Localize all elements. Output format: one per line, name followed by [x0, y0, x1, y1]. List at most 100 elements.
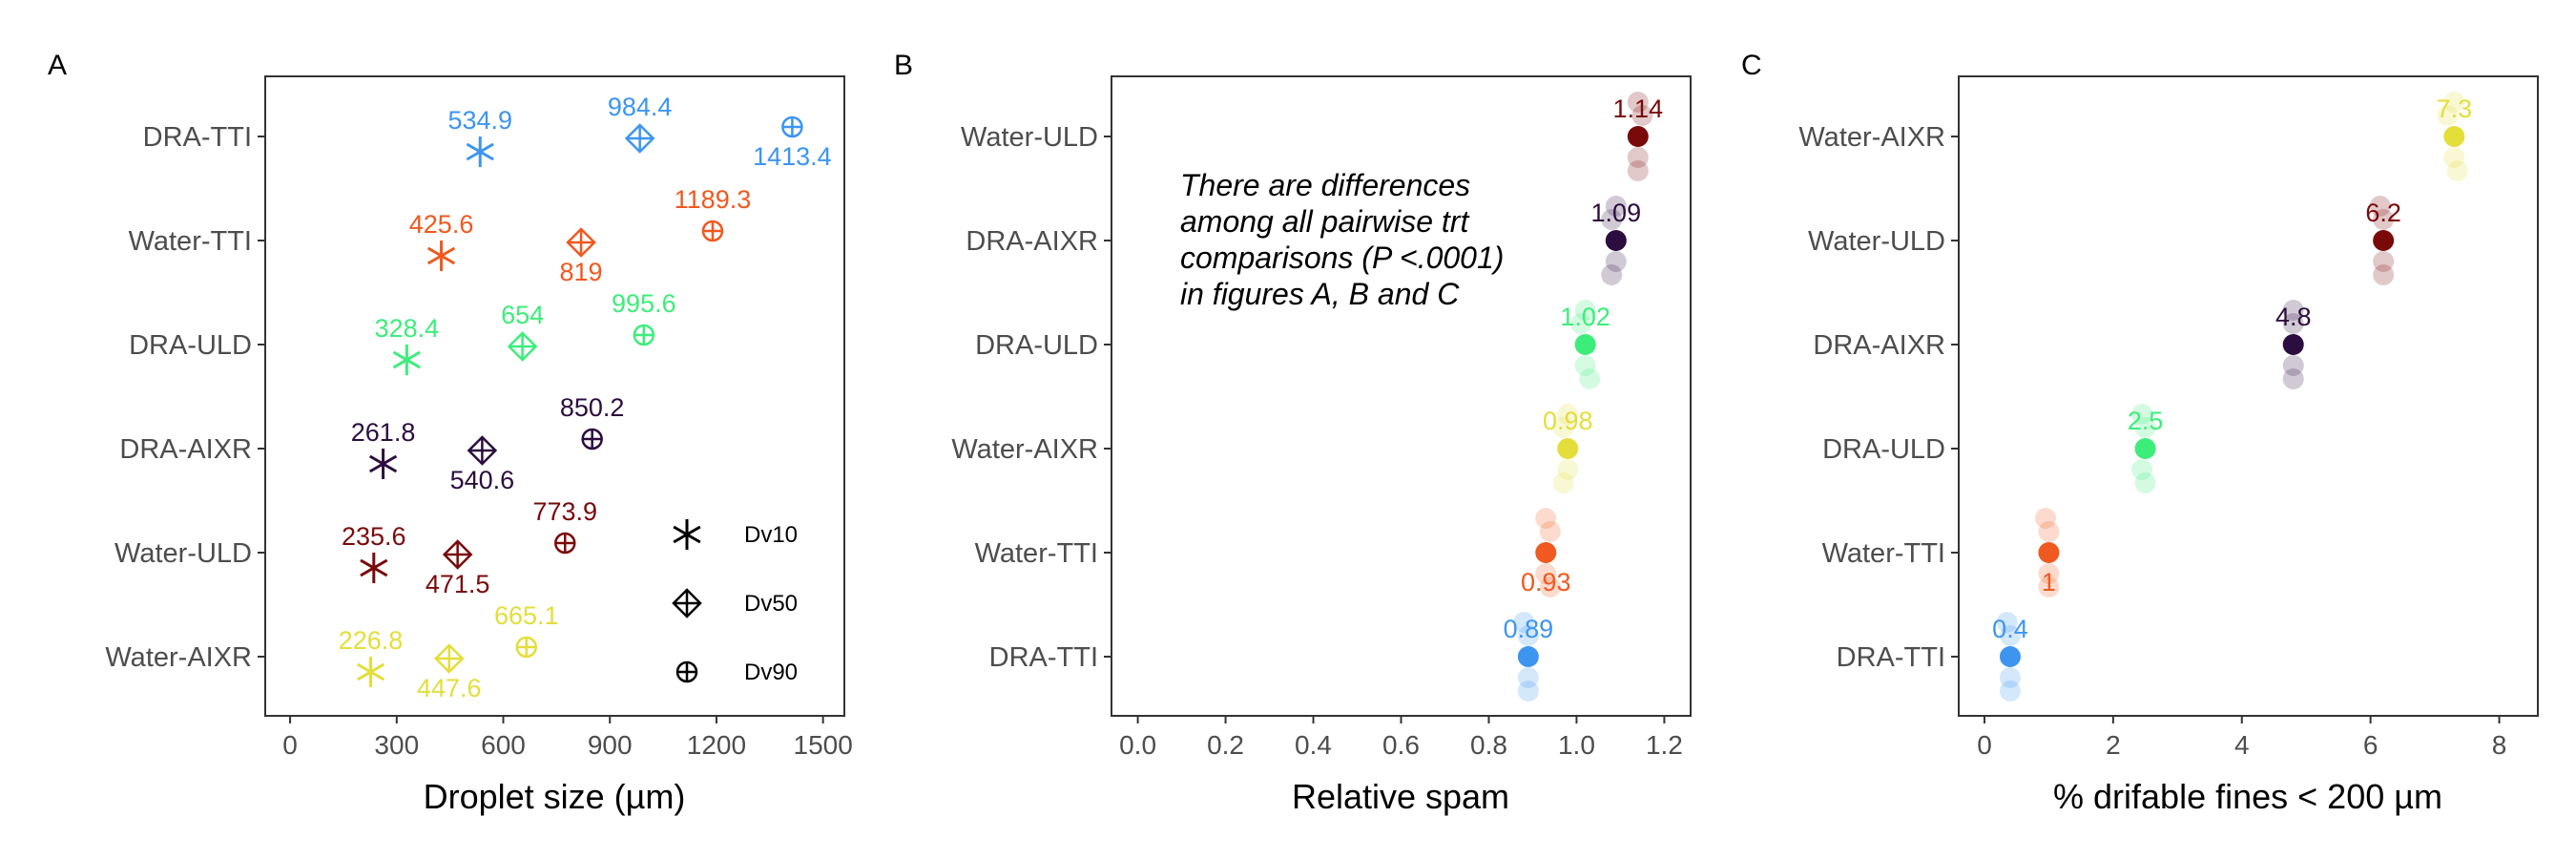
value-label-dra-tti: 0.4 [1992, 615, 2028, 643]
dv10-label-water-uld: 235.6 [342, 522, 406, 551]
x-tick-label: 1200 [687, 730, 746, 760]
x-tick-label: 600 [481, 730, 526, 760]
asterisk-stroke [360, 558, 388, 577]
panel-a-legend: Dv10 Dv50 Dv90 [672, 519, 798, 685]
dv50-label-water-tti: 819 [560, 258, 603, 286]
dv10-label-dra-uld: 328.4 [375, 314, 440, 343]
dv90-point-dra-tti [781, 115, 803, 138]
value-label-dra-aixr: 4.8 [2275, 303, 2312, 331]
x-tick-label: 1.0 [1558, 730, 1595, 760]
replicate-point-dra-uld [2134, 417, 2156, 438]
value-label-dra-tti: 0.89 [1504, 615, 1554, 643]
replicate-point-water-uld [1627, 147, 1649, 168]
panel-c-marks: 7.3 6.2 4.8 2.5 1 0.4 [1992, 92, 2472, 702]
x-tick-label: 2 [2106, 730, 2121, 760]
dv50-point-dra-uld [507, 331, 538, 362]
replicate-point-water-tti [2038, 563, 2060, 584]
panel-b-x-axis: 0.0 0.2 0.4 0.6 0.8 1.0 1.2 [1119, 716, 1683, 760]
significance-note: There are differences among all pairwise… [1180, 168, 1504, 311]
dv10-label-water-tti: 425.6 [409, 210, 474, 239]
y-tick-label-dra-aixr: DRA-AIXR [119, 434, 252, 465]
replicate-point-water-uld [2373, 209, 2395, 230]
mean-point-dra-aixr [1605, 230, 1627, 251]
dv50-point-water-tti [566, 227, 596, 258]
y-tick-label-dra-uld: DRA-ULD [975, 330, 1098, 361]
dv10-point-water-uld [360, 553, 388, 583]
legend-symbol-dv10 [673, 519, 701, 550]
value-label-water-aixr: 0.98 [1543, 407, 1593, 435]
value-label-water-uld: 6.2 [2365, 199, 2401, 227]
dv90-label-water-aixr: 665.1 [494, 601, 559, 630]
asterisk-stroke [673, 525, 701, 544]
dv90-label-dra-tti: 1413.4 [753, 142, 832, 171]
dv90-point-dra-uld [633, 324, 655, 346]
replicate-point-water-aixr [2437, 105, 2459, 126]
replicate-point-water-aixr [2443, 147, 2465, 168]
replicate-point-dra-aixr [1601, 209, 1623, 230]
value-label-dra-uld: 1.02 [1560, 303, 1610, 331]
replicate-point-dra-aixr [1601, 264, 1623, 285]
replicate-point-water-aixr [1557, 459, 1579, 480]
mean-point-dra-uld [1574, 334, 1596, 355]
replicate-point-water-aixr [2443, 92, 2465, 113]
y-tick-label-dra-tti: DRA-TTI [143, 122, 252, 153]
mean-point-water-uld [2373, 230, 2395, 251]
replicate-point-water-uld [2373, 251, 2395, 272]
replicate-point-water-tti [2035, 508, 2057, 529]
replicate-point-water-tti [1539, 521, 1561, 542]
y-tick-label-water-tti: Water-TTI [975, 538, 1098, 569]
x-tick-label: 0 [282, 730, 298, 760]
panel-c-drift-fines: Water-AIXR Water-ULD DRA-AIXR DRA-ULD Water-… [1798, 75, 2539, 816]
y-tick-label-water-uld: Water-ULD [1808, 226, 1945, 257]
x-tick-label: 1500 [794, 730, 853, 760]
dv10-point-dra-tti [466, 136, 494, 167]
asterisk-stroke [392, 350, 421, 369]
y-tick-label-dra-uld: DRA-ULD [1822, 434, 1945, 465]
dv10-label-dra-aixr: 261.8 [351, 418, 416, 447]
legend-symbol-dv50 [672, 588, 702, 618]
panel-a-y-axis: DRA-TTI Water-TTI DRA-ULD DRA-AIXR Water-ULD… [105, 122, 265, 673]
dv50-point-water-aixr [433, 643, 465, 674]
replicate-point-water-aixr [1552, 417, 1574, 438]
y-tick-label-dra-uld: DRA-ULD [129, 330, 252, 361]
replicate-point-water-tti [2038, 521, 2060, 542]
y-tick-label-water-aixr: Water-AIXR [105, 642, 252, 673]
dv50-point-water-uld [442, 539, 473, 570]
x-tick-label: 0.6 [1382, 730, 1420, 760]
mean-point-water-tti [2038, 542, 2060, 563]
replicate-point-water-aixr [1557, 404, 1579, 425]
asterisk-stroke [368, 454, 398, 473]
panel-b-relative-span: Water-ULD DRA-AIXR DRA-ULD Water-AIXR Water-… [951, 75, 1692, 816]
replicate-point-dra-aixr [2282, 368, 2304, 389]
dv50-label-water-aixr: 447.6 [417, 674, 482, 702]
y-tick-label-water-aixr: Water-AIXR [1798, 122, 1945, 153]
dv90-label-water-tti: 1189.3 [675, 185, 752, 214]
replicate-point-dra-aixr [2282, 313, 2304, 334]
panel-c-y-axis: Water-AIXR Water-ULD DRA-AIXR DRA-ULD Water-… [1798, 122, 1959, 673]
dv90-label-dra-uld: 995.6 [612, 289, 676, 318]
dv90-point-water-aixr [515, 636, 537, 659]
dv50-label-dra-tti: 984.4 [608, 93, 673, 121]
replicate-point-dra-tti [1999, 681, 2021, 702]
replicate-point-dra-tti [1513, 612, 1535, 633]
note-line-1: There are differences [1180, 168, 1470, 202]
panel-b-marks: 1.14 1.09 1.02 0.98 0.93 0.89 [1504, 92, 1663, 702]
replicate-point-dra-uld [2131, 459, 2153, 480]
mean-point-dra-aixr [2282, 334, 2304, 355]
panel-letter-c: C [1741, 50, 1762, 81]
dv50-label-dra-aixr: 540.6 [450, 466, 515, 494]
replicate-point-dra-uld [1570, 313, 1592, 334]
legend-label-dv10: Dv10 [744, 522, 798, 548]
replicate-point-dra-aixr [2282, 355, 2304, 376]
x-tick-label: 8 [2492, 730, 2507, 760]
panel-a-marks: 534.9 425.6 328.4 261.8 235.6 226.8 984.4 819 65… [339, 93, 832, 702]
replicate-point-water-tti [1539, 576, 1561, 597]
note-line-4: in figures A, B and C [1180, 277, 1460, 311]
asterisk-stroke [426, 246, 456, 265]
y-tick-label-dra-tti: DRA-TTI [989, 642, 1098, 673]
dv10-point-water-aixr [356, 657, 385, 687]
replicate-point-water-uld [2373, 264, 2395, 285]
dv10-point-dra-uld [392, 345, 421, 375]
asterisk-stroke [466, 142, 494, 161]
